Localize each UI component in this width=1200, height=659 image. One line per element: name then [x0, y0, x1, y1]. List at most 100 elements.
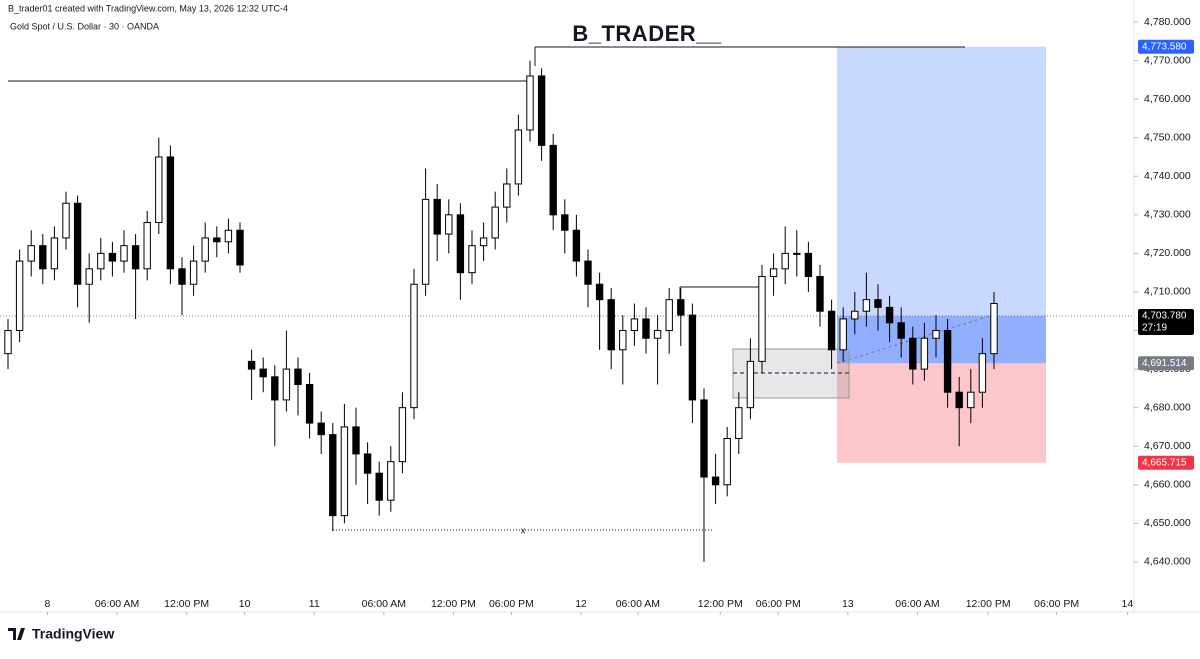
x-tick-label: 06:00 AM: [616, 598, 660, 610]
candle-body: [305, 384, 314, 424]
candle-body: [619, 330, 627, 351]
candle-body: [816, 276, 824, 312]
candle-body: [769, 268, 778, 278]
x-tick-label: 12:00 PM: [164, 598, 209, 610]
x-tick-label: 06:00 PM: [489, 598, 534, 610]
candle-body: [50, 237, 59, 270]
candle-body: [537, 75, 546, 146]
candle-body: [456, 214, 465, 274]
candle-body: [85, 268, 93, 285]
candle-body: [491, 206, 499, 239]
candle-body: [642, 318, 650, 339]
candle-body: [201, 237, 209, 262]
candle-body: [874, 299, 882, 308]
candle-body: [4, 330, 12, 355]
candle-body: [793, 252, 801, 255]
candle-body: [468, 245, 476, 274]
candle-body: [213, 237, 221, 243]
open-profit: [837, 315, 1046, 364]
candle-body: [967, 391, 975, 409]
candle-body: [282, 368, 291, 401]
candle-body: [572, 229, 581, 262]
candle-body: [421, 198, 430, 285]
candle-body: [433, 198, 441, 235]
y-tick-label: 4,650.000: [1144, 517, 1191, 529]
candle-body: [804, 252, 813, 278]
y-tick-label: 4,660.000: [1144, 479, 1191, 491]
candle-body: [271, 376, 279, 401]
candle-body: [178, 268, 186, 285]
x-tick-label: 06:00 AM: [95, 598, 139, 610]
axes: 4,640.000 4,650.000 4,660.000 4,670.000 4,68…: [0, 0, 1200, 615]
candle-body: [665, 299, 673, 332]
candle-body: [688, 314, 697, 401]
candle-body: [352, 426, 360, 455]
x-tick-label: 12:00 PM: [966, 598, 1011, 610]
candle-body: [73, 202, 82, 285]
candle-body: [340, 426, 349, 517]
candle-body: [978, 353, 987, 393]
candle-body: [885, 306, 894, 324]
last-price-badge: [1138, 308, 1194, 335]
symbol-text: Gold Spot / U.S. Dollar · 30 · OANDA: [10, 21, 159, 31]
candle-body: [120, 245, 128, 262]
candles: [4, 60, 998, 562]
candle-body: [503, 183, 511, 208]
candle-body: [677, 299, 685, 316]
stop-label: 4,665.715: [1142, 457, 1187, 468]
candle-body: [584, 260, 592, 285]
candle-body: [630, 318, 639, 332]
last-price-label: 4,703.780: [1142, 311, 1187, 322]
x-tick-label: 11: [309, 598, 320, 610]
x-tick-label: 12: [575, 598, 587, 610]
candle-body: [375, 472, 383, 501]
candle-body: [410, 283, 418, 409]
target-badge: [1138, 39, 1194, 54]
logo-icon: [8, 628, 25, 640]
y-tick-label: 4,740.000: [1144, 170, 1191, 182]
candle-body: [329, 434, 337, 517]
last-price-countdown: 27:19: [1142, 323, 1167, 334]
candle-body: [607, 299, 615, 351]
y-tick-label: 4,680.000: [1144, 401, 1191, 413]
candle-body: [549, 144, 557, 216]
x-tick-label: 06:00 PM: [756, 598, 801, 610]
y-tick-label: 4,710.000: [1144, 286, 1191, 298]
candle-body: [224, 229, 233, 243]
candle-body: [735, 407, 743, 440]
candle-body: [131, 245, 140, 270]
candle-body: [653, 330, 662, 339]
candle-body: [27, 245, 35, 262]
candle-body: [723, 438, 731, 486]
candle-body: [990, 303, 998, 355]
candle-body: [155, 156, 163, 224]
candle-body: [920, 337, 929, 370]
candle-body: [595, 283, 604, 301]
candle-body: [758, 276, 766, 362]
candle-body: [909, 337, 917, 370]
x-tick-label: 13: [842, 598, 854, 610]
candle-body: [955, 391, 963, 409]
candle-body: [700, 399, 708, 478]
candle-body: [746, 360, 755, 409]
logo: TradingView: [8, 626, 114, 642]
x-tick-label: 06:00 PM: [1034, 598, 1079, 610]
candle-body: [839, 318, 847, 351]
candle-body: [827, 310, 836, 351]
candle-body: [445, 214, 453, 235]
logo-text: TradingView: [32, 626, 114, 642]
candle-body: [479, 237, 488, 247]
candle-body: [932, 330, 940, 339]
candle-body: [862, 299, 871, 312]
candle-body: [236, 229, 244, 266]
candle-body: [166, 156, 175, 270]
header-text: B_trader01 created with TradingView.com,…: [8, 3, 288, 13]
candle-body: [851, 310, 859, 320]
candle-body: [317, 422, 325, 436]
candle-body: [108, 252, 117, 262]
entry-label: 4,691.514: [1142, 358, 1187, 369]
x-tick-label: 14: [1122, 598, 1134, 610]
y-tick-label: 4,640.000: [1144, 556, 1191, 568]
candle-body: [526, 75, 534, 131]
